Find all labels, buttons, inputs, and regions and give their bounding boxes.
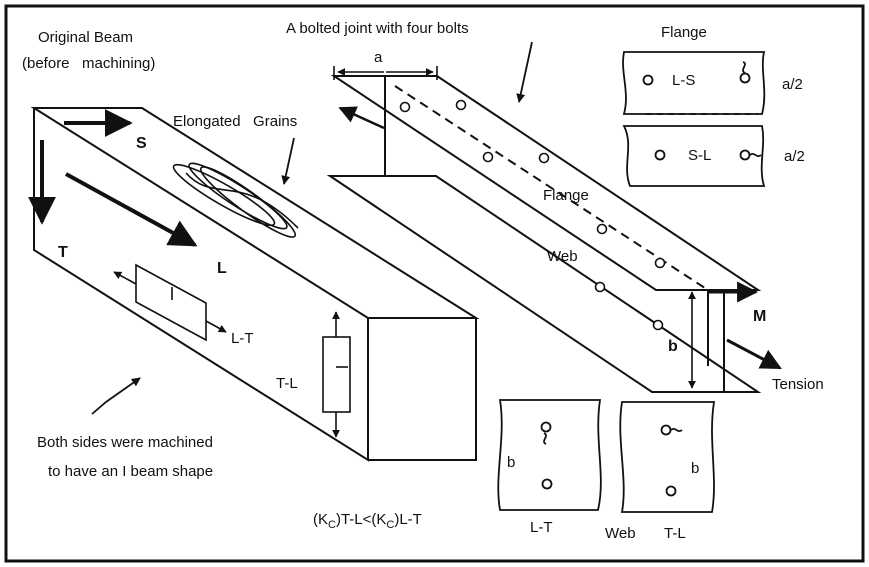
figure-frame xyxy=(4,4,865,563)
label-dir-L: L xyxy=(217,260,227,277)
bolt-hole xyxy=(538,152,550,164)
label-flange-LS: L-S xyxy=(672,72,695,89)
label-dim-a: a xyxy=(374,49,383,66)
label-dir-T: T xyxy=(58,244,68,261)
label-flange-on-beam: Flange xyxy=(543,187,589,204)
label-web-TL: T-L xyxy=(664,525,686,542)
bolt-hole xyxy=(482,151,494,163)
note-line-1: Both sides were machined xyxy=(37,434,213,451)
bolt-hole xyxy=(596,223,608,235)
label-moment-M: M xyxy=(753,308,766,325)
label-before-machining: (before machining) xyxy=(22,55,155,72)
grains-pointer-arrow xyxy=(281,137,295,185)
flange-left-arrow xyxy=(338,106,385,130)
label-web-LT: L-T xyxy=(530,519,553,536)
label-bolted-joint: A bolted joint with four bolts xyxy=(286,20,469,37)
bolt-joint-pointer-arrow xyxy=(516,41,533,103)
label-original-beam: Original Beam xyxy=(38,29,133,46)
elongated-grains xyxy=(172,162,299,238)
note-pointer-arrow xyxy=(91,377,141,415)
web-coupon-TL xyxy=(619,401,716,513)
web-coupon-LT xyxy=(497,399,602,511)
bolt-hole xyxy=(652,319,664,331)
direction-arrows xyxy=(28,109,198,247)
label-dir-S: S xyxy=(136,135,147,152)
flange-coupon-LS xyxy=(622,51,766,115)
bolt-hole xyxy=(399,101,411,113)
note-line-2: to have an I beam shape xyxy=(48,463,213,480)
label-half-a-1: a/2 xyxy=(782,76,803,93)
label-flange-title: Flange xyxy=(661,24,707,41)
label-spec-LT: L-T xyxy=(231,330,254,347)
flange-coupon-SL xyxy=(622,125,766,187)
label-web-b-right: b xyxy=(691,460,699,477)
bolt-hole xyxy=(654,257,666,269)
bolt-hole xyxy=(594,281,606,293)
original-beam xyxy=(30,107,480,462)
bolt-hole xyxy=(455,99,467,111)
specimen-TL-on-beam xyxy=(322,311,351,438)
dimension-a xyxy=(333,66,438,80)
i-beam xyxy=(326,75,762,393)
label-half-a-2: a/2 xyxy=(784,148,805,165)
label-tension: Tension xyxy=(772,376,824,393)
toughness-inequality: (KC)T-L<(KC)L-T xyxy=(313,511,422,531)
label-flange-SL: S-L xyxy=(688,147,711,164)
label-web-on-beam: Web xyxy=(547,248,578,265)
arrow-L xyxy=(65,172,198,247)
tension-arrow xyxy=(726,338,782,370)
label-dim-b: b xyxy=(668,338,678,355)
specimen-LT-on-beam xyxy=(113,263,227,342)
bolt-holes xyxy=(399,99,666,331)
label-web-b-left: b xyxy=(507,454,515,471)
label-elongated-grains: Elongated Grains xyxy=(173,113,297,130)
label-spec-TL: T-L xyxy=(276,375,298,392)
label-web-word: Web xyxy=(605,525,636,542)
